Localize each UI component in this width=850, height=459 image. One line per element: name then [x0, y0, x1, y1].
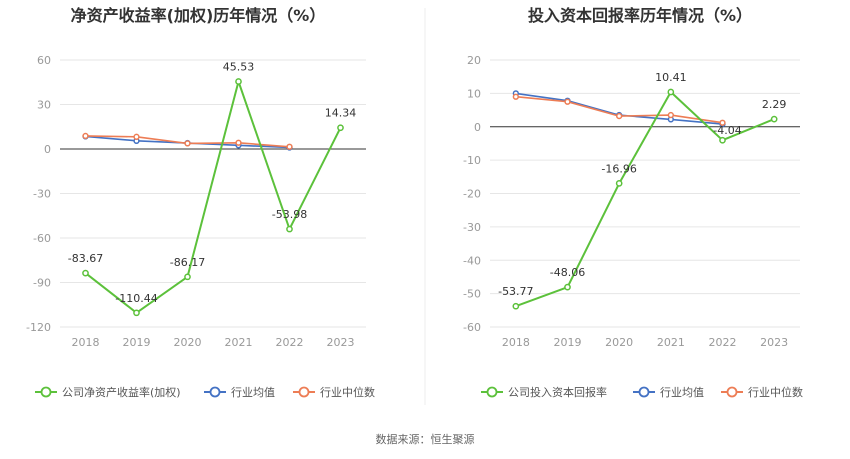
data-point: [616, 112, 623, 120]
series-line: [84, 80, 342, 314]
legend-item-label: 公司净资产收益率(加权): [62, 385, 181, 399]
data-point: [719, 136, 726, 144]
y-tick-label: -10: [463, 154, 481, 167]
x-tick-label: 2021: [657, 336, 685, 349]
data-point: [667, 111, 674, 119]
data-label: -48.06: [550, 266, 585, 279]
legend-swatch-marker: [486, 386, 498, 398]
legend-swatch-marker: [726, 386, 738, 398]
data-label: -16.96: [601, 162, 636, 175]
y-tick-label: 60: [37, 54, 51, 67]
legend-swatch-marker: [40, 386, 52, 398]
data-point: [564, 98, 571, 105]
legend-item-label: 行业均值: [660, 386, 704, 399]
data-point: [82, 269, 89, 277]
data-point: [770, 115, 778, 123]
data-label: -86.17: [170, 256, 205, 269]
data-point: [133, 133, 140, 140]
x-tick-label: 2021: [225, 336, 253, 349]
x-tick-label: 2018: [502, 336, 530, 349]
series-line: [515, 92, 723, 125]
y-tick-label: -40: [463, 254, 481, 267]
y-tick-label: 20: [467, 54, 481, 67]
data-point: [286, 143, 293, 150]
y-tick-label: -50: [463, 288, 481, 301]
data-label: -110.44: [115, 292, 157, 305]
y-tick-label: -60: [463, 321, 481, 334]
x-tick-label: 2022: [709, 336, 737, 349]
legend-item-label: 行业中位数: [748, 385, 803, 399]
data-label: 10.41: [655, 71, 687, 84]
chart-title-roic: 投入资本回报率历年情况（%）: [528, 6, 752, 25]
data-label: 45.53: [223, 60, 255, 73]
data-point: [667, 88, 675, 96]
y-tick-label: -120: [26, 321, 51, 334]
chart-title-roe: 净资产收益率(加权)历年情况（%）: [71, 6, 326, 25]
x-tick-label: 2023: [327, 336, 355, 349]
data-point: [719, 119, 726, 126]
data-point: [564, 283, 571, 291]
data-point: [512, 93, 519, 100]
data-label: -4.04: [713, 124, 741, 137]
y-tick-label: -30: [33, 188, 51, 201]
x-tick-label: 2020: [605, 336, 633, 349]
y-tick-label: -30: [463, 221, 481, 234]
data-point: [235, 78, 242, 85]
legend-swatch-marker: [298, 386, 310, 398]
x-tick-label: 2022: [276, 336, 304, 349]
x-tick-label: 2020: [174, 336, 202, 349]
data-point: [615, 180, 623, 187]
y-tick-label: 0: [474, 121, 481, 134]
x-tick-label: 2019: [554, 336, 582, 349]
legend-item-label: 行业均值: [231, 386, 275, 399]
legend-item-label: 公司投入资本回报率: [508, 385, 607, 399]
y-tick-label: 10: [467, 87, 481, 100]
x-tick-label: 2018: [72, 336, 100, 349]
data-label: 2.29: [762, 98, 787, 111]
data-point: [82, 132, 89, 140]
data-point: [235, 139, 242, 146]
data-point: [133, 309, 140, 317]
data-label: 14.34: [325, 107, 357, 120]
y-tick-label: -60: [33, 232, 51, 245]
data-point: [337, 124, 344, 132]
data-label: -83.67: [68, 252, 103, 265]
data-point: [286, 225, 293, 233]
x-tick-label: 2023: [760, 336, 788, 349]
x-tick-label: 2019: [123, 336, 151, 349]
data-label: -53.98: [272, 208, 307, 221]
data-point: [184, 273, 191, 281]
data-label: -53.77: [498, 285, 533, 298]
y-tick-label: -20: [463, 188, 481, 201]
data-point: [512, 302, 520, 310]
y-tick-label: 0: [44, 143, 51, 156]
y-tick-label: -90: [33, 277, 51, 290]
legend-item-label: 行业中位数: [320, 385, 375, 399]
legend-swatch-marker: [638, 386, 650, 398]
data-source-footer: 数据来源：恒生聚源: [376, 432, 475, 446]
legend-swatch-marker: [209, 386, 221, 398]
y-tick-label: 30: [37, 99, 51, 112]
data-point: [184, 140, 191, 147]
series-line: [515, 91, 775, 308]
